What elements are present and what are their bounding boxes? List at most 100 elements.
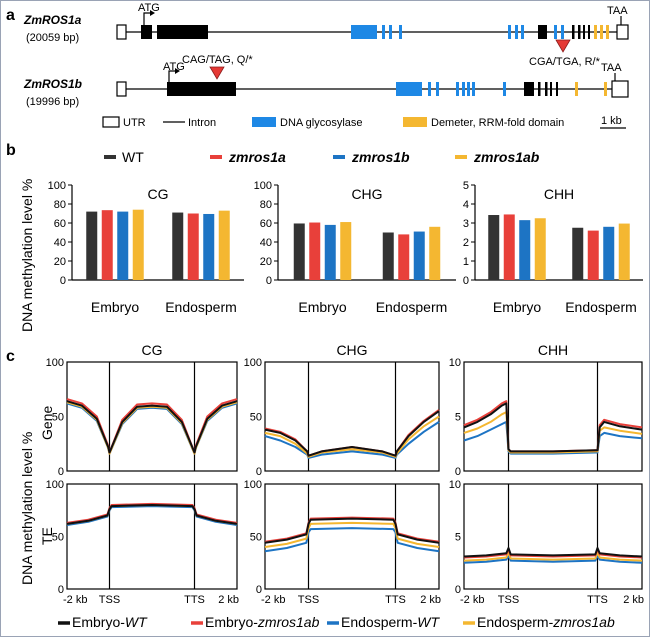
start-arrow-2	[168, 70, 176, 82]
bar-embryo-zmros1b	[117, 211, 129, 280]
legend-utr-swatch	[102, 116, 120, 128]
bar-embryo-wt	[488, 215, 500, 280]
line-y-tick-label: 100	[244, 357, 262, 369]
series-line-embryo-zmros1ab	[463, 548, 643, 559]
panel-label-c: c	[6, 348, 15, 365]
line-y-tick-label: 50	[250, 412, 262, 424]
bar-legend: WT zmros1a zmros1b zmros1ab	[104, 149, 540, 165]
row-label-te: TE	[39, 527, 55, 545]
line-legend-entry: Embryo-WT	[72, 614, 148, 630]
series-line-endosperm-wt	[264, 421, 440, 459]
bar-endosperm-wt	[572, 227, 584, 280]
mutation-marker-2	[209, 66, 225, 80]
bar-chart-chh: 0 1 2 3 4 5 CHH Embryo Endosperm	[463, 180, 643, 315]
panel-label-a: a	[6, 7, 15, 24]
bar-y-axis-label: DNA methylation level %	[19, 179, 35, 332]
bar-embryo-wt	[293, 223, 305, 280]
bar-y-tick-label: 0	[266, 275, 272, 287]
bar-endosperm-zmros1a	[187, 213, 199, 280]
scale-label: 1 kb	[601, 115, 622, 127]
bar-legend-wt: WT	[122, 149, 144, 165]
legend-demeter-swatch	[403, 117, 427, 127]
line-x-tick-label: TSS	[99, 594, 120, 606]
bar-chart-title: CG	[148, 186, 169, 202]
bar-chart-title: CHH	[544, 186, 574, 202]
bar-y-tick-label: 5	[463, 180, 469, 192]
line-chart-gene-chg: 0 50 100 CHG	[244, 342, 440, 478]
series-line-embryo-wt	[66, 504, 238, 525]
bar-chart-cg: 0 20 40 60 80 100 CG Embryo Endosperm	[48, 180, 244, 315]
bar-endosperm-zmros1ab	[218, 210, 230, 280]
series-line-endosperm-wt	[463, 554, 643, 564]
stop-codon-1: TAA	[607, 5, 628, 17]
bar-legend-zmros1ab: zmros1ab	[473, 149, 540, 165]
bar-y-tick-label: 80	[260, 199, 272, 211]
series-line-embryo-wt	[264, 517, 440, 544]
line-y-tick-label: 0	[58, 584, 64, 596]
bar-y-tick-label: 1	[463, 256, 469, 268]
bar-endosperm-zmros1b	[413, 231, 425, 280]
exons-1	[141, 25, 590, 39]
line-y-tick-label: 50	[52, 412, 64, 424]
line-chart-title: CG	[142, 342, 163, 358]
line-x-tick-label: TSS	[298, 594, 319, 606]
bar-endosperm-wt	[382, 232, 394, 280]
bar-y-tick-label: 40	[54, 237, 66, 249]
line-y-axis-label: DNA methylation level %	[19, 432, 35, 585]
line-legend-prefix: Endosperm-	[341, 614, 418, 630]
bar-endosperm-zmros1b	[203, 213, 215, 280]
line-x-tick-label: 2 kb	[623, 594, 644, 606]
line-legend-prefix: Embryo-	[205, 614, 258, 630]
line-x-tick-label: -2 kb	[460, 594, 484, 606]
bar-legend-zmros1b: zmros1b	[351, 149, 410, 165]
line-x-tick-label: TTS	[385, 594, 406, 606]
series-line-endosperm-zmros1ab	[264, 415, 440, 458]
line-y-tick-label: 50	[52, 532, 64, 544]
bar-endosperm-zmros1ab	[618, 223, 630, 280]
line-legend-name: zmros1ab	[552, 614, 615, 630]
bar-chart-title: CHG	[351, 186, 382, 202]
bar-embryo-zmros1a	[101, 210, 113, 280]
bar-category-label: Embryo	[493, 299, 541, 315]
line-chart-gene-cg: 0 50 100 CG	[46, 342, 238, 478]
series-line-endosperm-wt	[264, 527, 440, 553]
line-x-tick-label: 2 kb	[218, 594, 239, 606]
mutation-label-2: CAG/TAG, Q/*	[182, 54, 253, 66]
bar-y-tick-label: 3	[463, 218, 469, 230]
series-line-endosperm-zmros1ab	[463, 411, 643, 454]
bar-y-tick-label: 40	[260, 237, 272, 249]
legend-glycosylase-swatch	[252, 117, 276, 127]
mutation-marker-1	[555, 39, 571, 53]
bar-embryo-zmros1b	[519, 220, 531, 280]
line-chart-te-cg: 0 50 100 -2 kb TSS TTS 2 kb	[46, 479, 239, 606]
series-line-endosperm-wt	[463, 420, 643, 455]
line-y-tick-label: 100	[244, 479, 262, 491]
gene-legend: UTR Intron DNA glycosylase Demeter, RRM-…	[102, 115, 626, 129]
bar-embryo-zmros1ab	[132, 209, 144, 280]
line-x-tick-label: TTS	[587, 594, 608, 606]
bar-embryo-zmros1ab	[534, 218, 546, 280]
bar-endosperm-zmros1b	[603, 226, 615, 280]
bar-embryo-zmros1ab	[340, 222, 352, 280]
bar-legend-zmros1a: zmros1a	[228, 149, 286, 165]
bar-y-tick-label: 100	[254, 180, 272, 192]
glycosylase-exons-2	[396, 82, 506, 96]
gene-name-1: ZmROS1a	[23, 13, 82, 27]
demeter-exons-1	[594, 25, 609, 39]
panel-label-b: b	[6, 142, 16, 159]
start-codon-1: ATG	[138, 2, 160, 14]
gene-structure-2: ATG TAA CAG/TAG, Q/*	[116, 54, 629, 98]
line-legend-name: zmros1ab	[257, 614, 320, 630]
line-legend-entry: Endosperm-zmros1ab	[477, 614, 615, 630]
bar-y-tick-label: 60	[54, 218, 66, 230]
line-y-tick-label: 50	[250, 532, 262, 544]
gene-name-2: ZmROS1b	[23, 77, 82, 91]
bar-y-tick-label: 20	[260, 256, 272, 268]
bar-category-label: Endosperm	[165, 299, 237, 315]
bar-embryo-zmros1a	[503, 214, 515, 280]
bar-category-label: Endosperm	[565, 299, 637, 315]
gene-size-1: (20059 bp)	[26, 32, 79, 44]
series-line-endosperm-zmros1ab	[463, 551, 643, 562]
